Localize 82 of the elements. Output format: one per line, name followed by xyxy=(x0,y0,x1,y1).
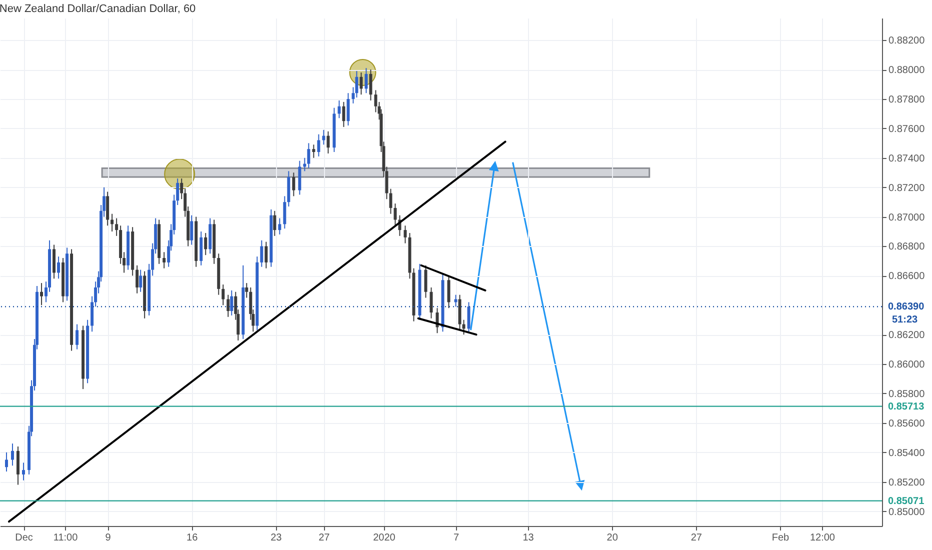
candlestick xyxy=(264,241,268,269)
y-tick-label: 0.87200 xyxy=(888,182,926,194)
x-tick-label: 27 xyxy=(318,532,330,544)
x-tick-label: 2020 xyxy=(373,532,396,544)
candlestick xyxy=(16,446,20,486)
candlestick xyxy=(312,144,316,158)
candlestick xyxy=(360,72,363,96)
x-tick-label: 13 xyxy=(522,532,534,544)
y-tick-label: 0.85600 xyxy=(888,418,926,430)
candlestick xyxy=(307,142,310,169)
y-tick-label: 0.88200 xyxy=(888,36,926,47)
candlestick xyxy=(52,244,56,280)
x-tick-label: 7 xyxy=(453,532,460,544)
candlestick xyxy=(115,218,118,236)
y-tick-label: 0.85400 xyxy=(888,448,926,459)
y-tick-label: 0.88000 xyxy=(888,65,926,76)
candlestick xyxy=(346,92,350,126)
candlestick xyxy=(222,284,225,306)
candlestick xyxy=(230,290,234,316)
candlestick xyxy=(292,172,296,197)
x-tick-label: 23 xyxy=(270,532,282,544)
x-tick-label: 27 xyxy=(690,532,702,544)
candlestick xyxy=(369,69,372,101)
candlestick xyxy=(204,232,208,256)
candlestick xyxy=(57,256,60,280)
y-tick-label: 0.86000 xyxy=(888,360,926,371)
candlestick xyxy=(162,252,166,269)
candlestick xyxy=(424,264,428,298)
candlestick xyxy=(245,282,248,298)
candlestick xyxy=(342,101,346,128)
y-tick-label: 0.86800 xyxy=(888,242,926,253)
y-tick-label: 0.85000 xyxy=(888,506,926,518)
y-tick-label: 0.87600 xyxy=(888,124,926,135)
ref-line-label: 0.85071 xyxy=(888,496,925,507)
candlestick xyxy=(226,294,230,318)
candlestick xyxy=(394,203,397,226)
candlestick xyxy=(322,129,326,146)
candlestick xyxy=(278,218,282,235)
y-tick-label: 0.85200 xyxy=(888,477,926,488)
x-tick-label: Feb xyxy=(772,532,790,544)
x-tick-label: 20 xyxy=(606,532,618,544)
candlestick xyxy=(317,134,320,157)
y-tick-label: 0.87000 xyxy=(888,212,926,224)
candlestick xyxy=(462,319,466,336)
candlestick xyxy=(110,213,114,232)
candlestick xyxy=(139,269,142,292)
candlestick xyxy=(260,240,264,268)
candlestick xyxy=(40,282,44,306)
candlestick xyxy=(5,452,8,472)
candlestick xyxy=(447,275,450,309)
candlestick xyxy=(467,302,470,334)
y-tick-label: 0.86200 xyxy=(888,330,926,342)
x-tick-label: 9 xyxy=(105,532,112,544)
candlestick xyxy=(136,264,139,294)
candlestick xyxy=(430,286,433,319)
candlestick xyxy=(273,210,276,236)
candlestick xyxy=(190,214,194,246)
candlestick xyxy=(200,231,203,266)
y-tick-label: 0.87800 xyxy=(888,94,926,106)
x-tick-label: 11:00 xyxy=(53,532,78,544)
x-tick-label: 12:00 xyxy=(810,532,836,544)
candlestick xyxy=(283,196,286,230)
y-tick-label: 0.87400 xyxy=(888,153,926,164)
ref-line-label: 0.85713 xyxy=(888,401,925,412)
candlestick xyxy=(76,324,79,350)
text: 51:23 xyxy=(892,314,918,326)
ref-line-label: 0.86390 xyxy=(888,302,925,313)
y-tick-label: 0.85800 xyxy=(888,388,926,400)
candlestick xyxy=(454,294,458,308)
chart-title: New Zealand Dollar/Canadian Dollar, 60 xyxy=(0,3,196,15)
candlestick xyxy=(364,68,368,94)
x-tick-label: 16 xyxy=(186,532,198,544)
candlestick xyxy=(106,191,110,226)
candlestick xyxy=(326,130,330,154)
candlestick xyxy=(389,188,392,214)
x-tick-label: Dec xyxy=(15,532,33,544)
candlestick xyxy=(338,100,341,119)
candlestick xyxy=(404,225,407,244)
y-tick-label: 0.86600 xyxy=(888,271,926,282)
candlestick xyxy=(11,443,14,466)
candlestick xyxy=(22,462,26,481)
candlestick xyxy=(298,160,302,196)
